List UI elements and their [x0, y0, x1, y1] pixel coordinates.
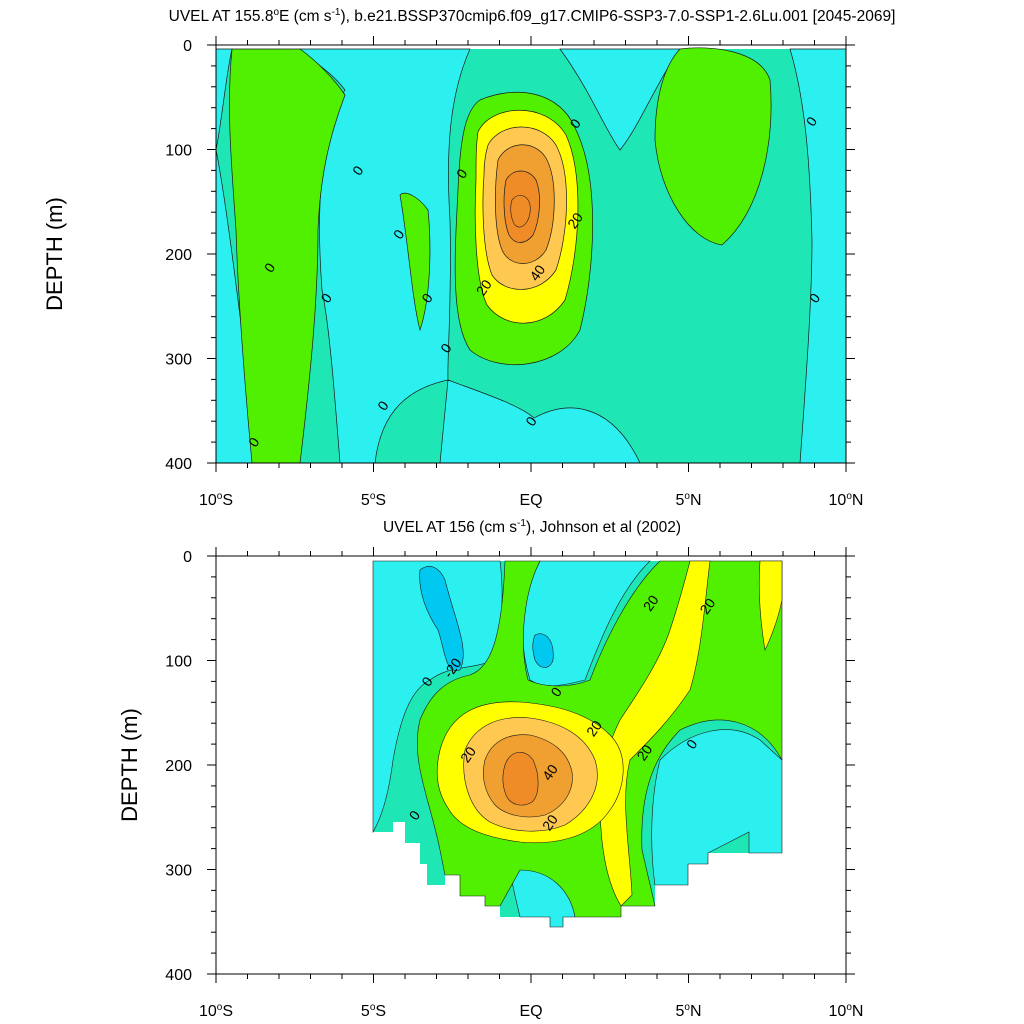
model-region-green-mid [399, 192, 431, 332]
observed-region-yellow-ne [758, 560, 783, 651]
observed-y-tick-label: 200 [165, 758, 192, 775]
model-panel: UVEL AT 155.8oE (cm s-1), b.e21.BSSP370c… [42, 7, 895, 509]
observed-x-tick-label: 5oS [361, 1002, 386, 1020]
observed-axis-ticks: 0 100 200 300 400 10oS 5oS EQ 5oN 10oN [165, 547, 863, 1020]
model-region-jet-core [510, 195, 531, 228]
observed-region-westward-w [419, 566, 464, 671]
model-y-axis-label: DEPTH (m) [42, 197, 67, 311]
observed-x-tick-label: 10oN [829, 1002, 864, 1020]
model-region-green-north [654, 47, 772, 246]
observed-y-axis-label: DEPTH (m) [117, 708, 142, 822]
observed-y-tick-label: 0 [183, 549, 192, 566]
observed-region-yellow-north [599, 560, 711, 907]
model-chart-title: UVEL AT 155.8oE (cm s-1), b.e21.BSSP370c… [169, 7, 896, 25]
observed-x-tick-label: 5oN [675, 1002, 701, 1020]
model-x-tick-label: EQ [519, 492, 542, 509]
observed-contour-field [372, 560, 783, 928]
observed-y-tick-label: 100 [165, 654, 192, 671]
model-region-westward-west [216, 48, 233, 151]
model-x-tick-label: 5oN [675, 491, 701, 509]
model-x-tick-label: 5oS [361, 491, 386, 509]
model-x-tick-label: 10oS [199, 491, 233, 509]
model-region-westward-deep [439, 379, 641, 463]
model-y-tick-label: 300 [165, 352, 192, 369]
model-axis-ticks: 0 100 200 300 400 10oS 5oS EQ 5oN 10oN [165, 36, 863, 509]
observed-region-westward-c [532, 633, 554, 668]
observed-y-tick-label: 400 [165, 967, 192, 984]
observed-panel: UVEL AT 156 (cm s-1), Johnson et al (200… [117, 518, 863, 1020]
observed-x-tick-label: 10oS [199, 1002, 233, 1020]
observed-x-tick-label: EQ [519, 1003, 542, 1020]
observed-region-jet-60 [502, 752, 539, 806]
model-y-tick-label: 0 [183, 38, 192, 55]
model-contour-field [216, 45, 846, 463]
observed-y-tick-label: 300 [165, 863, 192, 880]
model-region-green-west [229, 48, 346, 463]
model-y-tick-label: 100 [165, 143, 192, 160]
model-y-tick-label: 400 [165, 456, 192, 473]
model-region-westward-north [559, 48, 681, 151]
observed-chart-title: UVEL AT 156 (cm s-1), Johnson et al (200… [383, 518, 681, 536]
model-x-tick-label: 10oN [829, 491, 864, 509]
observed-region-westward-e [651, 729, 783, 886]
model-y-tick-label: 200 [165, 247, 192, 264]
model-region-westward-east [789, 48, 846, 463]
